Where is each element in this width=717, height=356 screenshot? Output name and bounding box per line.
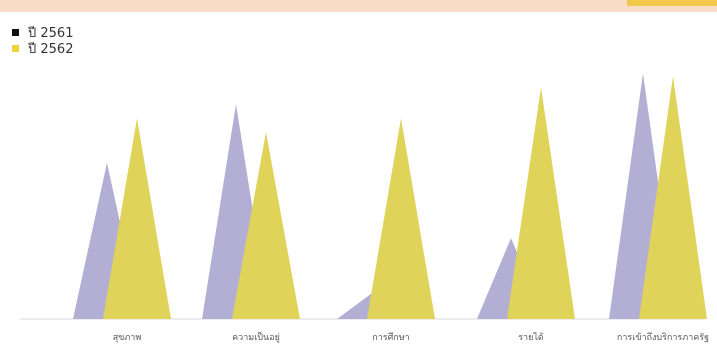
- x-tick-label: สุขภาพ: [113, 333, 142, 343]
- legend-label: ปี 2562: [27, 41, 73, 57]
- peak-series2-5: [639, 76, 707, 320]
- x-tick-label: การเข้าถึงบริการภาครัฐ: [617, 332, 709, 343]
- x-tick-label: ความเป็นอยู่: [232, 330, 280, 343]
- x-tick-label: รายได้: [518, 332, 544, 343]
- top-banner-accent: [627, 0, 717, 6]
- legend-swatch: [12, 45, 19, 52]
- peak-series2-2: [232, 132, 300, 319]
- legend-swatch: [12, 29, 19, 36]
- x-tick-label: การศึกษา: [372, 332, 410, 343]
- peak-series2-4: [507, 87, 575, 320]
- top-banner-strip: [0, 0, 717, 12]
- peak-series2-1: [103, 118, 171, 320]
- legend-label: ปี 2561: [27, 25, 73, 41]
- peak-series2-3: [367, 118, 435, 320]
